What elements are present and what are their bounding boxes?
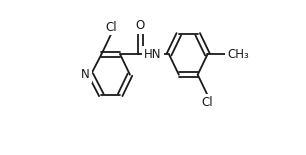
- Text: CH₃: CH₃: [227, 48, 249, 61]
- Text: Cl: Cl: [105, 20, 117, 33]
- Text: Cl: Cl: [202, 96, 213, 109]
- Text: N: N: [81, 68, 90, 81]
- Text: HN: HN: [144, 48, 162, 61]
- Text: O: O: [136, 19, 145, 32]
